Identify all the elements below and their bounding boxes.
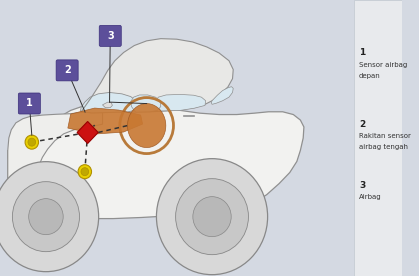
Circle shape bbox=[25, 135, 39, 149]
Text: Rakitan sensor: Rakitan sensor bbox=[359, 134, 411, 139]
Polygon shape bbox=[8, 213, 24, 254]
Circle shape bbox=[0, 162, 98, 272]
Text: 2: 2 bbox=[64, 65, 70, 75]
Circle shape bbox=[78, 165, 91, 179]
Text: 1: 1 bbox=[359, 48, 365, 57]
Text: depan: depan bbox=[359, 73, 381, 79]
Polygon shape bbox=[103, 102, 112, 108]
Bar bbox=[354, 0, 401, 276]
Text: 1: 1 bbox=[26, 99, 33, 108]
Circle shape bbox=[13, 182, 80, 252]
Polygon shape bbox=[77, 121, 98, 144]
Text: Airbag: Airbag bbox=[359, 194, 382, 200]
Circle shape bbox=[81, 168, 89, 176]
Polygon shape bbox=[8, 102, 304, 254]
Polygon shape bbox=[8, 110, 103, 211]
Circle shape bbox=[193, 197, 231, 237]
Polygon shape bbox=[68, 108, 142, 134]
Polygon shape bbox=[127, 104, 166, 148]
FancyBboxPatch shape bbox=[56, 60, 78, 81]
Text: 3: 3 bbox=[359, 181, 365, 190]
Circle shape bbox=[156, 159, 268, 275]
FancyBboxPatch shape bbox=[18, 93, 40, 114]
Polygon shape bbox=[81, 39, 233, 113]
Polygon shape bbox=[131, 95, 161, 112]
Text: airbag tengah: airbag tengah bbox=[359, 144, 408, 150]
Polygon shape bbox=[80, 92, 138, 113]
Circle shape bbox=[28, 138, 36, 146]
Polygon shape bbox=[155, 94, 206, 111]
Text: 2: 2 bbox=[359, 120, 365, 129]
FancyBboxPatch shape bbox=[99, 25, 121, 46]
Polygon shape bbox=[211, 87, 233, 104]
Circle shape bbox=[28, 199, 63, 235]
Polygon shape bbox=[8, 182, 19, 221]
Text: Sensor airbag: Sensor airbag bbox=[359, 62, 407, 68]
Text: 3: 3 bbox=[107, 31, 114, 41]
Circle shape bbox=[176, 179, 248, 255]
